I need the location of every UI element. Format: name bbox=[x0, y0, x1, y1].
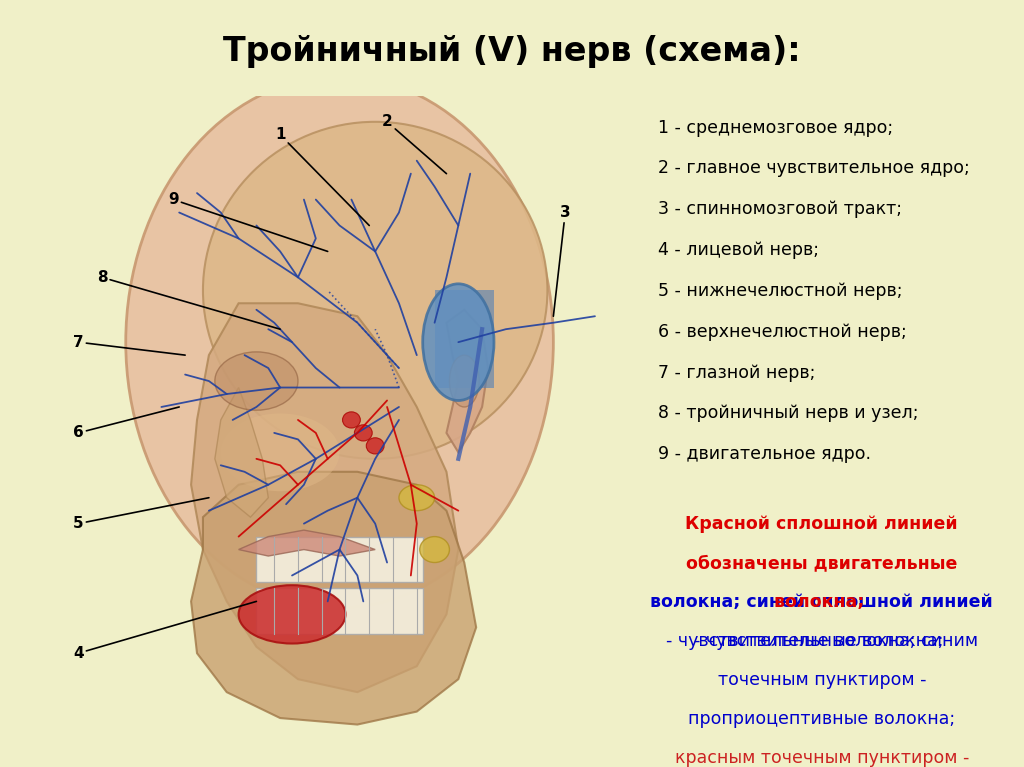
Text: 2: 2 bbox=[382, 114, 446, 173]
Ellipse shape bbox=[399, 485, 434, 511]
Ellipse shape bbox=[367, 438, 384, 454]
Ellipse shape bbox=[126, 77, 553, 608]
Text: 3 - спинномозговой тракт;: 3 - спинномозговой тракт; bbox=[658, 200, 902, 219]
Ellipse shape bbox=[215, 352, 298, 410]
Text: 1 - среднемозговое ядро;: 1 - среднемозговое ядро; bbox=[658, 119, 893, 137]
Text: - чувствительные волокна;: - чувствительные волокна; bbox=[694, 632, 949, 650]
Ellipse shape bbox=[420, 537, 450, 562]
Text: 8: 8 bbox=[96, 270, 281, 329]
Text: 6: 6 bbox=[73, 407, 179, 440]
Polygon shape bbox=[191, 472, 476, 725]
Text: - чувствительные волокна; синим: - чувствительные волокна; синим bbox=[666, 632, 978, 650]
Text: 5 - нижнечелюстной нерв;: 5 - нижнечелюстной нерв; bbox=[658, 282, 903, 300]
Text: 7 - глазной нерв;: 7 - глазной нерв; bbox=[658, 364, 815, 381]
Text: 7: 7 bbox=[73, 334, 185, 355]
Ellipse shape bbox=[203, 122, 548, 459]
Polygon shape bbox=[239, 530, 375, 556]
Text: 2 - главное чувствительное ядро;: 2 - главное чувствительное ядро; bbox=[658, 160, 970, 177]
Text: проприоцептивные волокна;: проприоцептивные волокна; bbox=[688, 709, 955, 728]
Bar bbox=[256, 588, 423, 634]
Text: точечным пунктиром -: точечным пунктиром - bbox=[718, 671, 926, 689]
Bar bbox=[256, 537, 423, 582]
Text: волокна; синей сплошной линией: волокна; синей сплошной линией bbox=[650, 593, 993, 611]
Text: 4 - лицевой нерв;: 4 - лицевой нерв; bbox=[658, 241, 819, 259]
Text: 3: 3 bbox=[553, 205, 570, 316]
Ellipse shape bbox=[342, 412, 360, 428]
Ellipse shape bbox=[239, 585, 345, 644]
Ellipse shape bbox=[354, 425, 373, 441]
Text: 9 - двигательное ядро.: 9 - двигательное ядро. bbox=[658, 445, 871, 463]
Text: Красной сплошной линией: Красной сплошной линией bbox=[685, 515, 958, 533]
Polygon shape bbox=[191, 303, 459, 692]
Text: красным точечным пунктиром -: красным точечным пунктиром - bbox=[675, 749, 969, 766]
Text: 5: 5 bbox=[73, 498, 209, 531]
Text: 4: 4 bbox=[73, 601, 256, 660]
Text: обозначены двигательные: обозначены двигательные bbox=[686, 554, 957, 572]
Text: 8 - тройничный нерв и узел;: 8 - тройничный нерв и узел; bbox=[658, 404, 919, 423]
Ellipse shape bbox=[450, 355, 479, 407]
Polygon shape bbox=[446, 310, 488, 453]
Text: 9: 9 bbox=[168, 192, 328, 252]
Bar bbox=[434, 290, 494, 387]
Text: 6 - верхнечелюстной нерв;: 6 - верхнечелюстной нерв; bbox=[658, 323, 907, 341]
Ellipse shape bbox=[221, 413, 340, 491]
Text: 1: 1 bbox=[274, 127, 370, 225]
Text: Тройничный (V) нерв (схема):: Тройничный (V) нерв (схема): bbox=[223, 35, 801, 68]
Polygon shape bbox=[215, 387, 268, 517]
Text: волокна;: волокна; bbox=[773, 593, 870, 611]
Ellipse shape bbox=[423, 284, 494, 400]
